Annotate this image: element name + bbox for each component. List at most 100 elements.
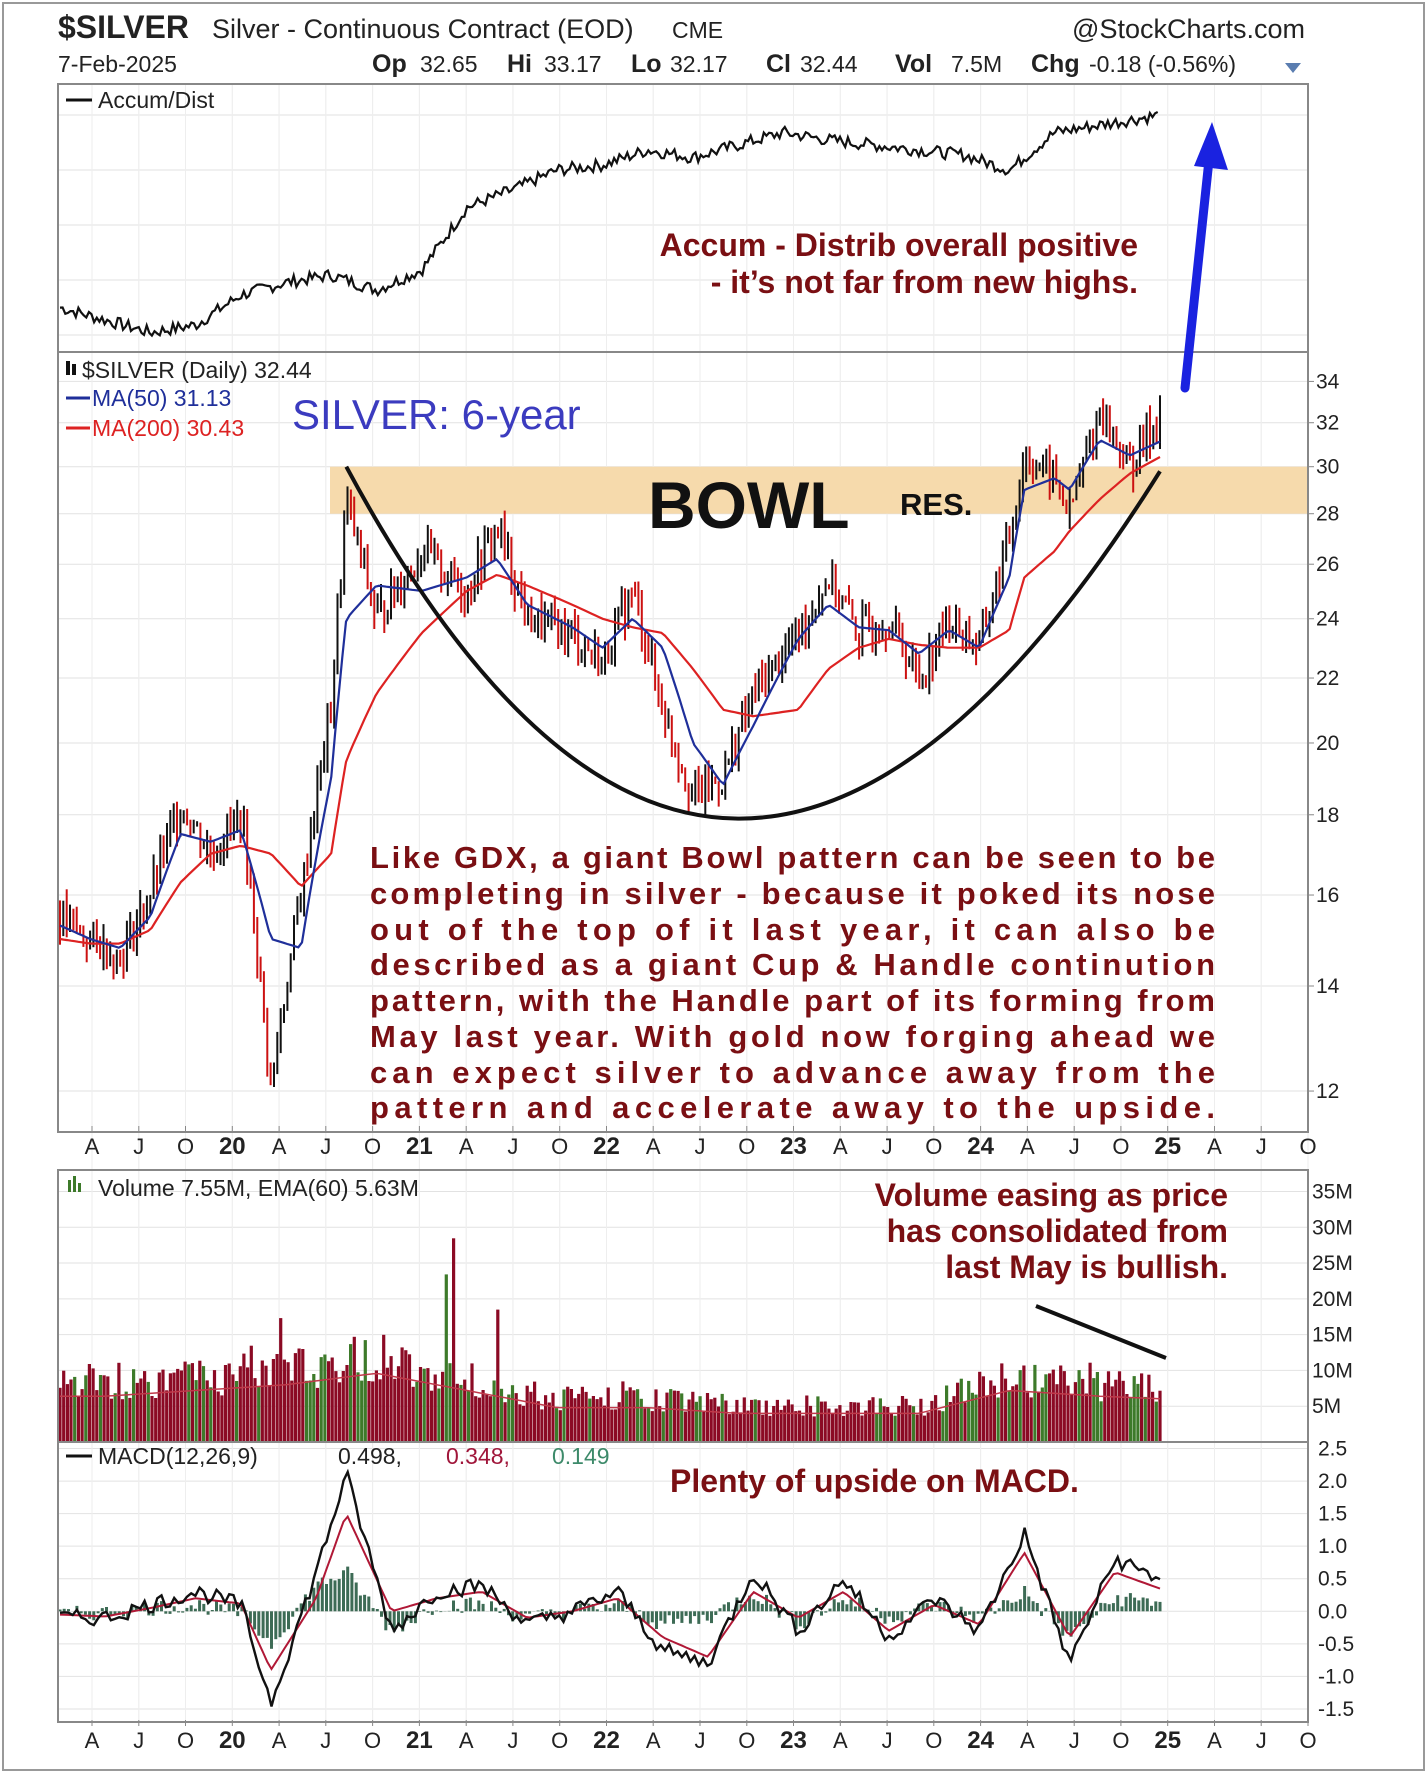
volume-bar xyxy=(415,1381,419,1442)
volume-bar xyxy=(253,1378,257,1442)
x-axis-month-label: O xyxy=(364,1728,381,1753)
quote-volume-value: 7.5M xyxy=(951,51,1002,77)
volume-bar xyxy=(680,1393,684,1442)
x-axis-labels: A J O 20 A J O 21 A J O 22 A J O 23 A J O 24 A J O 25 A J O A J O 20 A J… xyxy=(85,1126,1317,1754)
volume-bar xyxy=(904,1398,908,1442)
volume-bar xyxy=(374,1370,378,1442)
volume-bar xyxy=(926,1412,930,1442)
volume-bar xyxy=(194,1380,198,1442)
volume-bar xyxy=(1114,1379,1118,1442)
ma50-legend-label: MA(50) 31.13 xyxy=(92,385,231,411)
volume-bar xyxy=(529,1391,533,1442)
x-axis-year-label: 22 xyxy=(593,1727,620,1754)
macd-tick-label: 0.5 xyxy=(1318,1568,1347,1591)
volume-bar xyxy=(672,1390,676,1442)
volume-bar xyxy=(544,1395,548,1442)
volume-bar xyxy=(1081,1378,1085,1442)
volume-bar xyxy=(941,1411,945,1442)
x-axis-month-label: O xyxy=(1299,1728,1316,1753)
volume-bar xyxy=(69,1379,73,1442)
volume-bar xyxy=(1099,1401,1103,1442)
price-legend-swatch-2 xyxy=(72,364,76,375)
volume-bar xyxy=(378,1379,382,1442)
volume-bar xyxy=(566,1386,570,1442)
volume-bar xyxy=(341,1371,345,1442)
volume-bar xyxy=(992,1385,996,1442)
price-tick-label: 22 xyxy=(1316,667,1339,690)
volume-bar xyxy=(286,1362,290,1442)
bowl-note-line-1: Like GDX, a giant Bowl pattern can be se… xyxy=(370,840,1215,875)
volume-bar xyxy=(172,1372,176,1442)
volume-bar xyxy=(875,1413,879,1442)
volume-bar xyxy=(1044,1374,1048,1442)
x-axis-month-label: O xyxy=(177,1728,194,1753)
quote-high-value: 33.17 xyxy=(544,51,602,77)
volume-bar xyxy=(209,1387,213,1442)
volume-bar xyxy=(661,1411,665,1442)
volume-bar xyxy=(974,1394,978,1442)
volume-bar xyxy=(1018,1370,1022,1442)
volume-bar xyxy=(271,1359,275,1442)
volume-bar xyxy=(636,1389,640,1442)
volume-bar xyxy=(573,1398,577,1442)
volume-bar xyxy=(669,1389,673,1442)
volume-bar xyxy=(1125,1394,1129,1442)
volume-bar xyxy=(422,1368,426,1442)
volume-bar xyxy=(599,1397,603,1442)
x-axis-month-label: A xyxy=(272,1728,287,1753)
volume-bar xyxy=(536,1401,540,1442)
accum-dist-legend-label: Accum/Dist xyxy=(98,87,215,113)
volume-bar xyxy=(908,1405,912,1442)
quote-low-label: Lo xyxy=(631,50,662,78)
volume-bar xyxy=(1143,1396,1147,1442)
volume-bar xyxy=(624,1390,629,1442)
volume-bar xyxy=(577,1393,581,1442)
triangle-down-icon[interactable] xyxy=(1285,63,1301,73)
resistance-label: RES. xyxy=(900,487,972,522)
volume-bar xyxy=(290,1380,294,1442)
volume-bar xyxy=(503,1402,507,1442)
volume-bar xyxy=(709,1399,713,1442)
volume-bar xyxy=(1129,1397,1133,1442)
accum-dist-series xyxy=(59,110,1159,338)
volume-bar xyxy=(304,1380,309,1442)
volume-bar xyxy=(212,1370,217,1442)
volume-bar xyxy=(135,1382,139,1442)
ma200-line xyxy=(59,456,1161,945)
quote-open-value: 32.65 xyxy=(420,51,478,77)
volume-bar xyxy=(282,1359,286,1442)
volume-bar xyxy=(1022,1365,1026,1442)
volume-bar xyxy=(996,1397,1000,1442)
volume-bar xyxy=(945,1385,949,1442)
quote-change-value: -0.18 (-0.56%) xyxy=(1089,51,1236,77)
macd-line xyxy=(59,1468,1161,1707)
accum-note-line-2: - it’s not far from new highs. xyxy=(711,264,1138,300)
volume-bar xyxy=(455,1383,459,1442)
volume-bar xyxy=(525,1385,529,1442)
volume-bar xyxy=(533,1381,537,1442)
volume-bar xyxy=(430,1390,434,1442)
x-axis-month-label: J xyxy=(320,1728,331,1753)
volume-bar xyxy=(683,1411,687,1442)
x-axis-month-label: O xyxy=(364,1134,381,1159)
volume-bar xyxy=(724,1400,728,1442)
volume-note-line-2: has consolidated from xyxy=(887,1213,1228,1249)
x-axis-month-label: A xyxy=(646,1728,661,1753)
quote-change-label: Chg xyxy=(1031,50,1080,78)
macd-signal-legend-value: 0.348, xyxy=(446,1443,510,1469)
volume-bar xyxy=(76,1396,80,1442)
volume-bar xyxy=(831,1413,835,1442)
quote-open-label: Op xyxy=(372,50,407,78)
volume-bar xyxy=(404,1350,408,1442)
price-tick-label: 14 xyxy=(1316,975,1340,998)
volume-bar xyxy=(1088,1362,1092,1442)
exchange-label: CME xyxy=(672,17,723,43)
volume-bar xyxy=(371,1381,375,1442)
x-axis-month-label: A xyxy=(459,1134,474,1159)
macd-hist-legend-value: 0.149 xyxy=(552,1443,610,1469)
volume-bar xyxy=(801,1415,805,1442)
volume-bar xyxy=(452,1238,456,1442)
volume-bar xyxy=(963,1402,967,1442)
volume-bar xyxy=(393,1378,397,1442)
